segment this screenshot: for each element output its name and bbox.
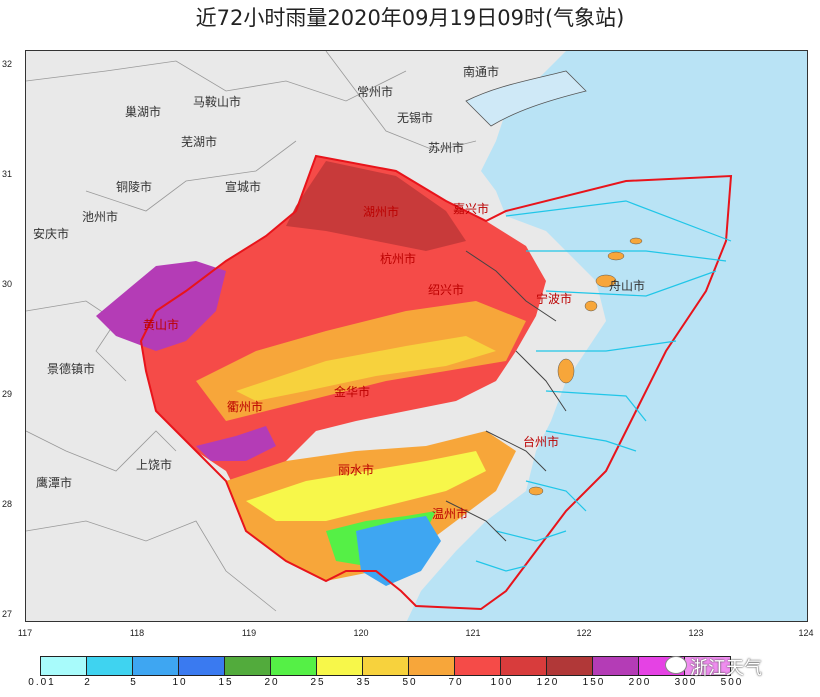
legend-swatch — [592, 656, 639, 676]
map-graphic — [26, 51, 807, 621]
city-label-lishui: 丽水市 — [338, 463, 375, 477]
legend-label: 25 — [310, 677, 326, 688]
legend-swatch — [408, 656, 455, 676]
legend-swatch — [86, 656, 133, 676]
city-label-nantong: 南通市 — [463, 65, 500, 79]
y-tick-28: 28 — [2, 499, 13, 509]
legend-label: 500 — [720, 677, 744, 688]
wechat-icon — [665, 656, 687, 674]
district-lines — [445, 250, 567, 542]
legend-label: 150 — [582, 677, 606, 688]
sea-area — [406, 51, 807, 621]
city-label-jiaxing: 嘉兴市 — [453, 202, 490, 216]
rain-band-yellow-south — [246, 451, 486, 521]
legend-label: 10 — [172, 677, 188, 688]
city-label-jinhua: 金华市 — [334, 385, 371, 399]
x-tick-118: 118 — [129, 628, 145, 638]
legend-swatch — [40, 656, 87, 676]
legend-swatch — [132, 656, 179, 676]
legend-label: 300 — [674, 677, 698, 688]
rain-band-purple — [96, 261, 226, 351]
city-label-quzhou: 衢州市 — [227, 400, 264, 414]
rainfall-map — [25, 50, 808, 622]
legend-label: 2 — [84, 677, 92, 688]
legend-label: 20 — [264, 677, 280, 688]
x-tick-124: 124 — [798, 628, 814, 638]
city-label-huangshan: 黄山市 — [143, 318, 180, 332]
x-tick-117: 117 — [17, 628, 33, 638]
legend-swatch — [362, 656, 409, 676]
legend-label: 5 — [130, 677, 138, 688]
legend-label: 100 — [490, 677, 514, 688]
city-label-chizhou: 池州市 — [82, 210, 119, 224]
watermark: 浙江天气 — [690, 658, 762, 679]
y-tick-31: 31 — [2, 169, 13, 179]
rainfall-legend — [40, 656, 731, 676]
city-label-wenzhou: 温州市 — [432, 507, 469, 521]
y-tick-27: 27 — [2, 609, 13, 619]
x-tick-119: 119 — [241, 628, 257, 638]
city-label-changzhou: 常州市 — [357, 85, 394, 99]
x-tick-123: 123 — [688, 628, 704, 638]
legend-label: 15 — [218, 677, 234, 688]
legend-label: 120 — [536, 677, 560, 688]
x-tick-122: 122 — [576, 628, 592, 638]
legend-swatch — [178, 656, 225, 676]
legend-swatch — [316, 656, 363, 676]
legend-swatch — [546, 656, 593, 676]
y-tick-30: 30 — [2, 279, 13, 289]
legend-label: 0.01 — [28, 677, 56, 688]
legend-label: 50 — [402, 677, 418, 688]
city-label-zhoushan: 舟山市 — [609, 279, 646, 293]
city-label-tongling: 铜陵市 — [116, 180, 153, 194]
city-label-suzhou: 苏州市 — [428, 141, 465, 155]
province-boundaries — [26, 51, 477, 612]
city-label-wuxi: 无锡市 — [397, 111, 434, 125]
rain-band-purple-2 — [196, 426, 276, 461]
map-title: 近72小时雨量2020年09月19日09时(气象站) — [195, 6, 625, 30]
city-label-hangzhou: 杭州市 — [380, 252, 417, 266]
islands — [528, 237, 643, 496]
y-tick-29: 29 — [2, 389, 13, 399]
zhejiang-border — [139, 154, 733, 611]
city-label-anqing: 安庆市 — [33, 227, 70, 241]
city-label-xuancheng: 宣城市 — [225, 180, 262, 194]
legend-label: 70 — [448, 677, 464, 688]
legend-swatch — [454, 656, 501, 676]
city-label-taizhou: 台州市 — [523, 435, 560, 449]
rain-band-blue — [356, 516, 441, 586]
city-label-huzhou: 湖州市 — [363, 205, 400, 219]
city-label-yingtan: 鹰潭市 — [36, 476, 73, 490]
legend-swatch — [500, 656, 547, 676]
city-label-shaoxing: 绍兴市 — [428, 283, 465, 297]
x-tick-120: 120 — [353, 628, 369, 638]
rain-band-yellow — [236, 336, 496, 401]
coastal-zones — [475, 200, 732, 572]
y-tick-32: 32 — [2, 59, 13, 69]
city-label-ningbo: 宁波市 — [536, 292, 573, 306]
legend-label: 200 — [628, 677, 652, 688]
city-label-maanshan: 马鞍山市 — [193, 95, 242, 109]
legend-swatch — [224, 656, 271, 676]
city-label-jingdezhen: 景德镇市 — [47, 362, 96, 376]
rain-band-darkred — [286, 161, 466, 251]
city-label-chaohu: 巢湖市 — [125, 105, 162, 119]
yangtze-river — [465, 70, 587, 127]
legend-label: 35 — [356, 677, 372, 688]
city-label-wuhu: 芜湖市 — [181, 135, 218, 149]
legend-swatch — [270, 656, 317, 676]
x-tick-121: 121 — [465, 628, 481, 638]
city-label-shangrao: 上饶市 — [136, 458, 173, 472]
